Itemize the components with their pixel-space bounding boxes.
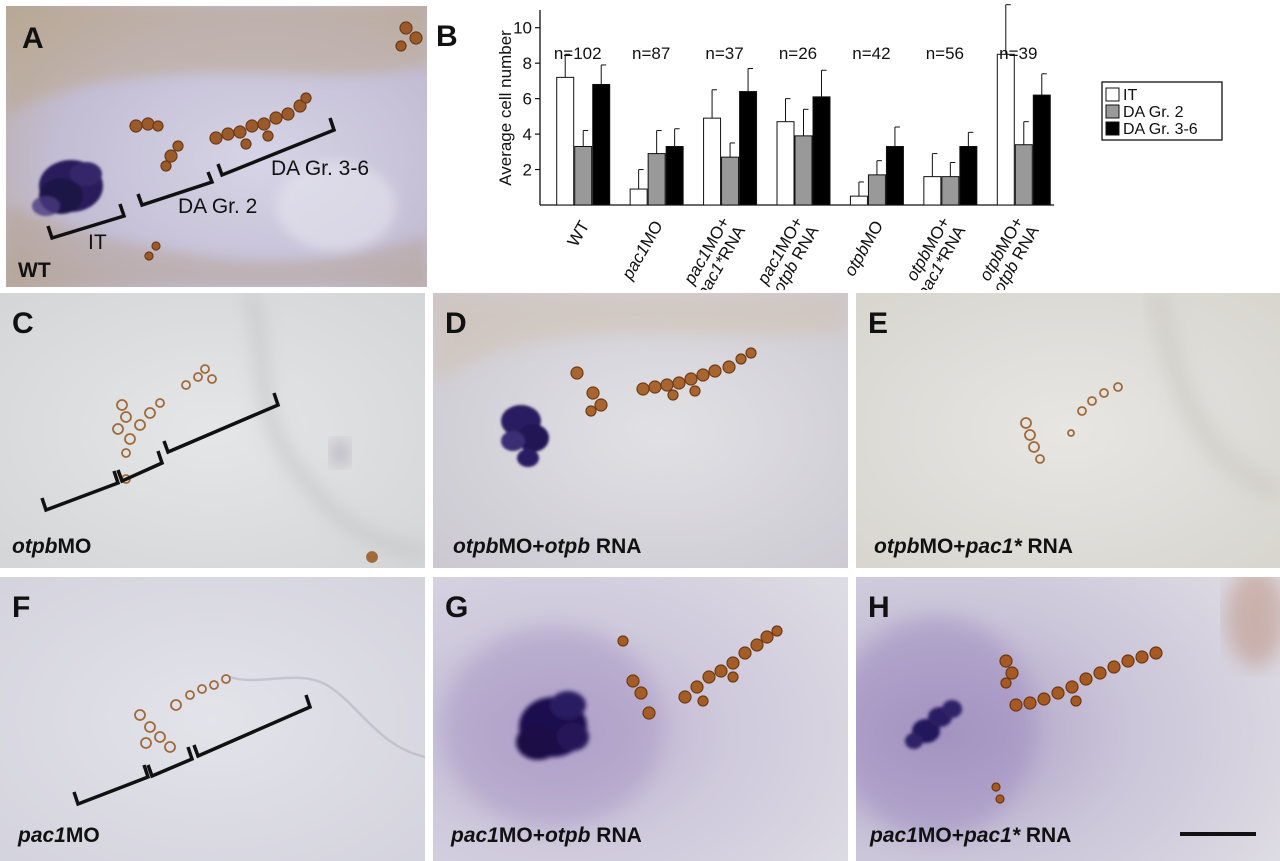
y-tick-label: 2 (523, 161, 532, 180)
panel-h-label: H (868, 591, 890, 624)
panel-d-micrograph (433, 293, 848, 568)
bar (739, 91, 758, 206)
bar (959, 146, 978, 206)
bar (776, 121, 795, 206)
bar (996, 53, 1015, 206)
n-label: n=26 (779, 44, 817, 63)
x-tick-label: WT (564, 217, 594, 249)
panel-e: E otpbMO+pac1* RNA (856, 293, 1280, 568)
legend-swatch (1105, 104, 1120, 119)
bar (556, 76, 575, 206)
panel-g-label: G (445, 591, 469, 624)
x-tick-label: pac1MO+pac1*RNA (677, 213, 749, 290)
brown-cell-clusters (617, 625, 783, 720)
y-tick-label: 8 (523, 54, 532, 73)
legend-label: DA Gr. 3-6 (1123, 121, 1198, 138)
panel-h-condition: pac1MO+pac1* RNA (870, 824, 1072, 847)
bar (794, 135, 813, 206)
bar (849, 195, 868, 206)
n-label: n=102 (554, 44, 602, 63)
brown-cell-clusters (1020, 382, 1123, 464)
panel-g: G pac1MO+otpb RNA (433, 577, 848, 861)
bar (574, 146, 593, 206)
brown-cell-clusters (134, 674, 231, 753)
brown-cell-clusters (570, 347, 757, 417)
panel-e-micrograph (856, 293, 1280, 568)
panel-d: D otpbMO+otpb RNA (433, 293, 848, 568)
panel-d-condition: otpbMO+otpb RNA (453, 535, 642, 558)
panel-c: C otpbMO (0, 293, 425, 568)
bar (885, 146, 904, 206)
bar (867, 174, 886, 206)
y-tick-label: 6 (523, 90, 532, 109)
panel-d-label: D (445, 307, 467, 340)
scale-bar (1180, 832, 1256, 836)
n-label: n=37 (705, 44, 743, 63)
n-label: n=56 (926, 44, 964, 63)
panel-f: F pac1MO (0, 577, 425, 861)
brown-cell-clusters (112, 364, 378, 563)
brown-cell-clusters (991, 646, 1163, 804)
bar (1032, 94, 1051, 206)
y-axis-label: Average cell number (496, 30, 515, 186)
panel-c-condition: otpbMO (12, 535, 92, 558)
brackets (46, 117, 337, 241)
bar (941, 176, 960, 206)
panel-b: B 2 4 6 8 10 Average cell number n=102 WT n=87 pa… (432, 0, 1280, 290)
purple-stain-blob (501, 405, 549, 467)
panel-e-label: E (868, 307, 889, 340)
panel-f-label: F (12, 591, 31, 624)
bar (703, 117, 722, 206)
panel-a-micrograph (6, 6, 427, 287)
n-label: n=87 (632, 44, 670, 63)
bar (923, 176, 942, 206)
panel-e-condition: otpbMO+pac1* RNA (874, 535, 1073, 558)
purple-stain-blob (32, 160, 103, 216)
brackets (72, 694, 313, 807)
bar (1014, 144, 1033, 206)
purple-stain-blob (516, 691, 589, 760)
panel-a-label: A (22, 22, 44, 55)
purple-stain-blob (905, 700, 962, 749)
legend-box (1101, 81, 1223, 141)
bar (812, 96, 831, 206)
annotation-da-gr-3-6: DA Gr. 3-6 (271, 157, 370, 180)
y-tick-label: 10 (513, 19, 532, 38)
x-tick-label: pac1MO+otpb RNA (753, 213, 823, 290)
panel-g-condition: pac1MO+otpb RNA (451, 824, 642, 847)
bar (647, 153, 666, 206)
brackets (40, 392, 281, 513)
annotation-da-gr-2: DA Gr. 2 (178, 195, 258, 218)
x-tick-label: otpbMO (840, 217, 887, 279)
bar (592, 83, 611, 206)
bar (629, 188, 648, 206)
panel-h: H pac1MO+pac1* RNA (856, 577, 1280, 861)
panel-a-condition: WT (18, 259, 51, 282)
legend-swatch (1105, 87, 1120, 102)
panel-f-condition: pac1MO (18, 824, 100, 847)
panel-a: A IT DA Gr. 2 DA Gr. 3-6 WT (6, 6, 427, 287)
annotation-it: IT (88, 231, 107, 254)
brown-cell-clusters (129, 21, 423, 261)
bar (721, 156, 740, 206)
panel-c-micrograph (0, 293, 425, 568)
x-tick-label: pac1MO (618, 217, 667, 283)
panel-b-label: B (436, 20, 458, 53)
y-tick-label: 4 (523, 125, 532, 144)
n-label: n=42 (852, 44, 890, 63)
panel-f-micrograph (0, 577, 425, 861)
panel-g-micrograph (433, 577, 848, 861)
legend-label: DA Gr. 2 (1123, 104, 1184, 121)
x-tick-label: otpbMO+pac1*RNA (897, 213, 969, 290)
bar (665, 146, 684, 206)
panel-h-micrograph (856, 577, 1280, 861)
n-label: n=39 (999, 44, 1037, 63)
panel-c-label: C (12, 307, 34, 340)
legend-label: IT (1123, 87, 1137, 104)
legend-swatch (1105, 121, 1120, 136)
x-tick-label: otpbMO+otpb RNA (974, 213, 1043, 290)
